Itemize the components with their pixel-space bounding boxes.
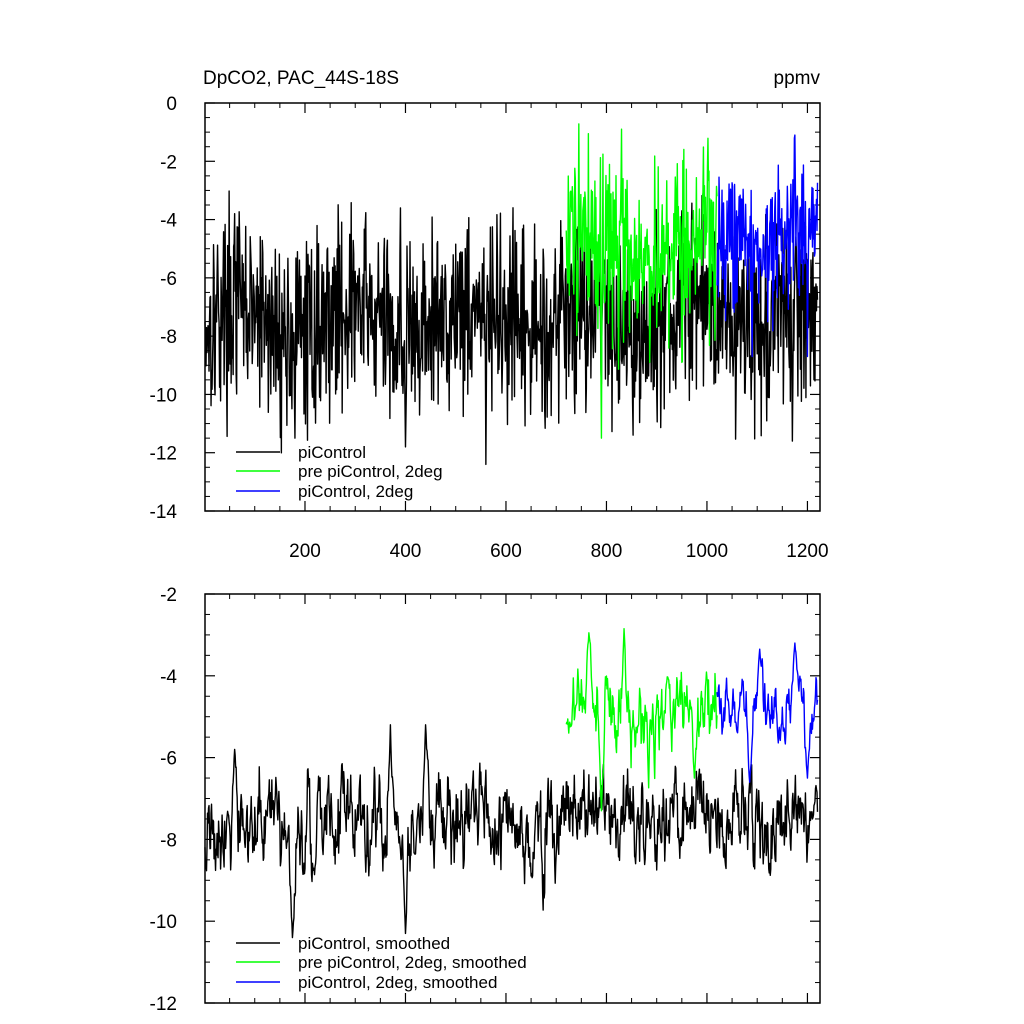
series-line-picontrol-smoothed — [204, 724, 819, 939]
legend-label-piControl-smoothed: piControl, smoothed — [298, 934, 450, 953]
y-tick-label: -6 — [160, 269, 177, 290]
y-tick-label: -8 — [160, 830, 177, 851]
series-line-pre-picontrol-2deg — [565, 123, 718, 439]
bottom-y-tick-labels: -2 -4 -6 -8 -10 -12 — [150, 585, 178, 1015]
legend-label-piControl-2deg-smoothed: piControl, 2deg, smoothed — [298, 973, 497, 992]
y-tick-label: -4 — [160, 667, 177, 688]
top-series-lines — [204, 123, 819, 466]
legend-label-piControl: piControl — [298, 443, 366, 462]
bottom-legend: piControl, smoothed pre piControl, 2deg,… — [236, 934, 527, 992]
series-line-picontrol-2deg-smoothed — [716, 642, 819, 783]
top-x-tick-labels: 200 400 600 800 1000 1200 — [289, 541, 828, 562]
series-line-picontrol — [204, 190, 819, 466]
y-tick-label: -6 — [160, 749, 177, 770]
x-tick-label: 400 — [390, 541, 422, 562]
chart-title: DpCO2, PAC_44S-18S — [203, 68, 399, 89]
x-tick-label: 800 — [591, 541, 623, 562]
y-tick-label: -10 — [150, 385, 177, 406]
y-tick-label: -2 — [160, 152, 177, 173]
y-tick-label: 0 — [166, 94, 177, 115]
chart-bottom: -2 -4 -6 -8 -10 -12 piControl, smoothed pre p… — [150, 585, 821, 1015]
y-tick-label: -12 — [150, 444, 177, 465]
top-y-tick-labels: 0 -2 -4 -6 -8 -10 -12 -14 — [150, 94, 178, 523]
y-tick-label: -4 — [160, 211, 177, 232]
legend-label-pre-piControl-2deg: pre piControl, 2deg — [298, 462, 443, 481]
x-tick-label: 1000 — [686, 541, 728, 562]
top-plot-frame — [204, 102, 821, 512]
y-tick-label: -14 — [150, 502, 178, 523]
x-tick-label: 1200 — [786, 541, 828, 562]
series-line-pre-picontrol-2deg-smoothed — [565, 628, 718, 812]
x-tick-label: 600 — [490, 541, 522, 562]
chart-units: ppmv — [774, 68, 821, 89]
series-line-picontrol-2deg — [716, 134, 819, 358]
legend-label-piControl-2deg: piControl, 2deg — [298, 482, 413, 501]
top-legend: piControl pre piControl, 2deg piControl,… — [236, 443, 443, 501]
y-tick-label: -10 — [150, 912, 177, 933]
bottom-plot-frame — [204, 593, 821, 1004]
y-tick-label: -12 — [150, 994, 177, 1015]
bottom-series-lines — [204, 628, 819, 939]
legend-label-pre-piControl-2deg-smoothed: pre piControl, 2deg, smoothed — [298, 953, 527, 972]
y-tick-label: -2 — [160, 585, 177, 606]
y-tick-label: -8 — [160, 327, 177, 348]
chart-top: DpCO2, PAC_44S-18S ppmv 0 -2 -4 -6 -8 -10 -12 -… — [150, 68, 829, 562]
x-tick-label: 200 — [289, 541, 321, 562]
